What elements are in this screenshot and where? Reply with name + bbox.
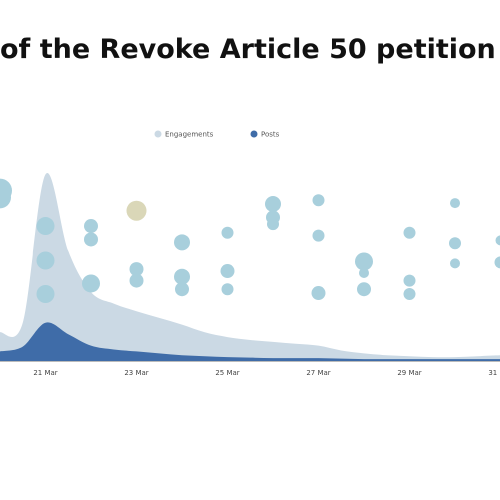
bubble-point — [403, 288, 416, 300]
areas — [0, 173, 500, 361]
bubble-point — [403, 274, 416, 287]
bubble-point — [36, 251, 55, 270]
x-tick-label: 25 Mar — [215, 369, 239, 377]
legend-label-engagements: Engagements — [165, 131, 214, 139]
bubble-point — [495, 235, 500, 246]
legend: Engagements Posts — [154, 130, 280, 139]
bubble-point — [84, 219, 98, 234]
bubble-point — [355, 252, 373, 271]
legend-label-posts: Posts — [261, 131, 280, 139]
bubble-point — [403, 226, 416, 239]
legend-swatch-engagements — [154, 130, 162, 138]
legend-swatch-posts — [250, 130, 258, 138]
area-engagements — [0, 173, 500, 361]
bubble-point — [449, 237, 461, 250]
bubble-point — [265, 196, 281, 213]
bubble-point — [174, 268, 190, 285]
bubble-point — [84, 232, 98, 247]
bubble-point — [494, 256, 500, 269]
bubble-point — [450, 198, 460, 209]
bubble-point — [174, 234, 190, 251]
bubble-point — [267, 218, 279, 231]
bubble-point — [357, 282, 371, 297]
x-tick-label: 31 Mar — [488, 369, 500, 377]
bubble-point — [36, 217, 55, 236]
bubble-point — [221, 226, 234, 239]
x-tick-label: 27 Mar — [306, 369, 330, 377]
bubble-point — [359, 267, 369, 278]
area-posts — [0, 322, 500, 361]
x-axis: 21 Mar 23 Mar 25 Mar 27 Mar 29 Mar 31 Mar — [0, 361, 500, 377]
bubble-point — [126, 200, 147, 221]
bubble-point — [311, 286, 326, 301]
x-tick-label: 29 Mar — [397, 369, 421, 377]
bubble-point — [36, 285, 55, 303]
bubble-point — [129, 262, 144, 277]
x-tick-label: 21 Mar — [33, 369, 57, 377]
bubble-point — [312, 194, 325, 207]
bubble-point — [450, 258, 460, 269]
bubbles — [0, 178, 500, 303]
bubble-point — [0, 186, 11, 209]
bubble-point — [220, 264, 235, 279]
bubble-point — [175, 282, 189, 297]
bubble-point — [221, 283, 234, 296]
chart-title: of the Revoke Article 50 petition li — [0, 34, 500, 65]
x-tick-label: 23 Mar — [124, 369, 148, 377]
bubble-point — [129, 273, 144, 288]
bubble-point — [82, 274, 100, 293]
bubble-point — [312, 229, 325, 242]
